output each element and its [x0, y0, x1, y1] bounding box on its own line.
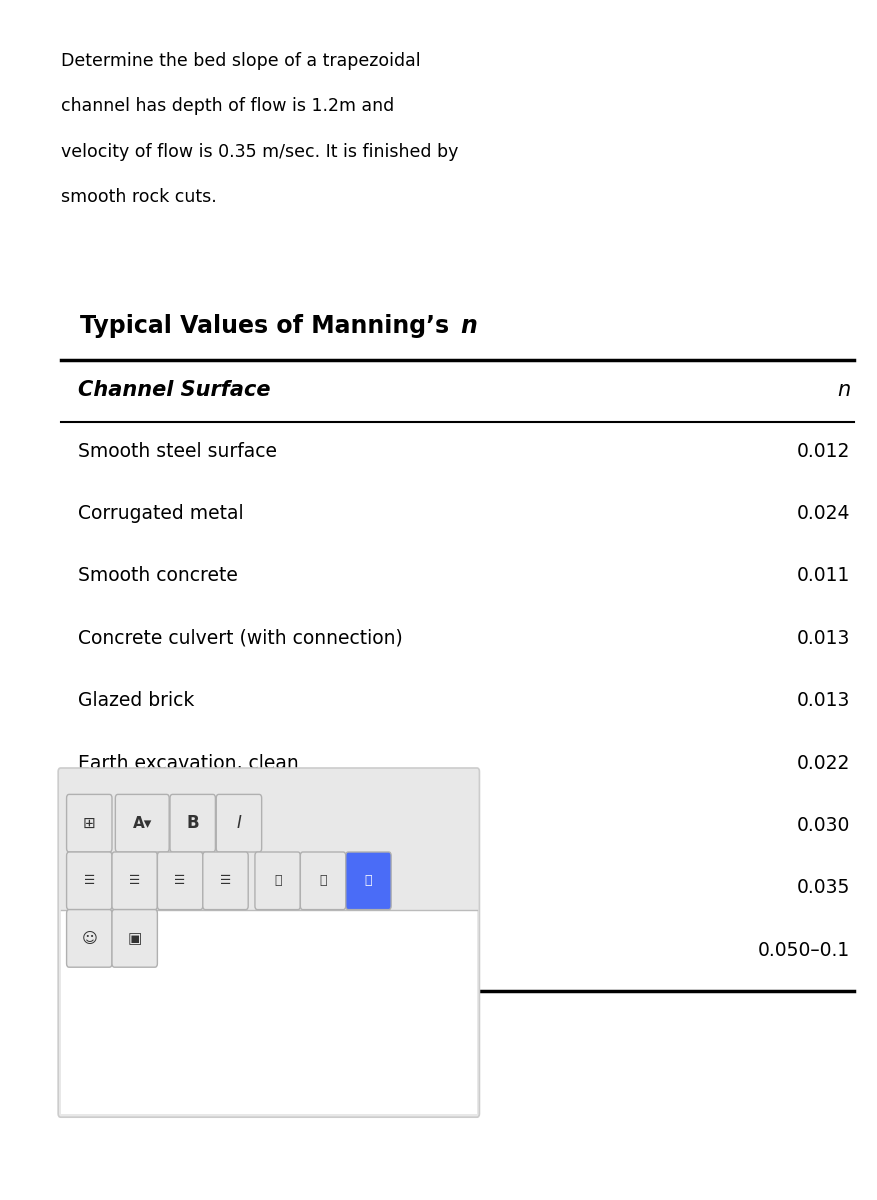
Text: 0.011: 0.011	[796, 566, 849, 586]
Text: 0.024: 0.024	[795, 504, 849, 523]
Text: 0.013: 0.013	[796, 691, 849, 710]
Text: 🔗: 🔗	[274, 875, 281, 887]
Text: Corrugated metal: Corrugated metal	[77, 504, 243, 523]
Text: 0.050–0.1: 0.050–0.1	[757, 941, 849, 960]
Text: Earth excavation, clean: Earth excavation, clean	[77, 754, 298, 773]
Text: Channels not maintained: Channels not maintained	[77, 941, 312, 960]
Text: Channel Surface: Channel Surface	[77, 380, 270, 401]
Text: 👥: 👥	[364, 875, 372, 887]
Text: I: I	[236, 814, 241, 833]
Text: 🔗: 🔗	[319, 875, 326, 887]
Text: Determine the bed slope of a trapezoidal: Determine the bed slope of a trapezoidal	[61, 52, 420, 70]
FancyBboxPatch shape	[216, 794, 261, 852]
Text: 0.030: 0.030	[796, 816, 849, 835]
Text: ☰: ☰	[129, 875, 140, 887]
Text: 0.022: 0.022	[796, 754, 849, 773]
FancyBboxPatch shape	[203, 852, 248, 910]
Bar	[61, 910, 476, 1114]
FancyBboxPatch shape	[157, 852, 203, 910]
Text: ☺: ☺	[82, 931, 97, 946]
FancyBboxPatch shape	[67, 852, 112, 910]
Text: 0.013: 0.013	[796, 629, 849, 648]
FancyBboxPatch shape	[254, 852, 300, 910]
Text: ☰: ☰	[175, 875, 186, 887]
FancyBboxPatch shape	[170, 794, 215, 852]
Text: B: B	[186, 814, 199, 833]
Text: Typical Values of Manning’s: Typical Values of Manning’s	[80, 314, 457, 338]
FancyBboxPatch shape	[112, 910, 157, 967]
FancyBboxPatch shape	[67, 910, 112, 967]
Text: Natural stream bed, clean, straight: Natural stream bed, clean, straight	[77, 816, 407, 835]
FancyBboxPatch shape	[112, 852, 157, 910]
Text: ⊞: ⊞	[82, 816, 96, 830]
Text: Smooth rock cuts: Smooth rock cuts	[77, 878, 241, 898]
Text: A▾: A▾	[132, 816, 152, 830]
FancyBboxPatch shape	[67, 794, 112, 852]
Text: channel has depth of flow is 1.2m and: channel has depth of flow is 1.2m and	[61, 97, 394, 115]
Text: smooth rock cuts.: smooth rock cuts.	[61, 188, 217, 206]
FancyBboxPatch shape	[58, 768, 479, 1117]
Text: Glazed brick: Glazed brick	[77, 691, 194, 710]
Text: n: n	[460, 314, 476, 338]
Text: ▣: ▣	[127, 931, 142, 946]
Text: 0.035: 0.035	[796, 878, 849, 898]
Text: 0.012: 0.012	[796, 442, 849, 461]
Text: ☰: ☰	[219, 875, 231, 887]
Text: Concrete culvert (with connection): Concrete culvert (with connection)	[77, 629, 402, 648]
FancyBboxPatch shape	[115, 794, 169, 852]
Text: Smooth concrete: Smooth concrete	[77, 566, 237, 586]
FancyBboxPatch shape	[300, 852, 346, 910]
FancyBboxPatch shape	[346, 852, 390, 910]
Text: velocity of flow is 0.35 m/sec. It is finished by: velocity of flow is 0.35 m/sec. It is fi…	[61, 143, 458, 161]
Text: n: n	[836, 380, 849, 401]
Text: ☰: ☰	[83, 875, 95, 887]
Text: Smooth steel surface: Smooth steel surface	[77, 442, 276, 461]
